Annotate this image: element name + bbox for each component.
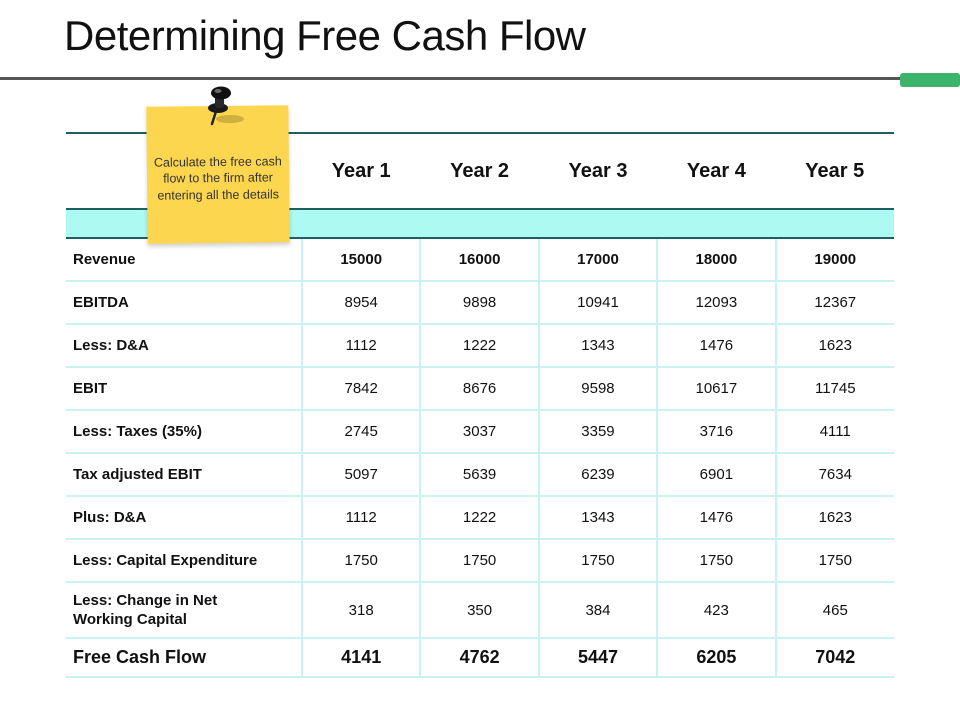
- value-cell: 6239: [538, 453, 659, 497]
- column-header-year-4: Year 4: [657, 132, 776, 210]
- value-cell: 19000: [775, 238, 894, 282]
- value-cell: 3716: [657, 410, 777, 454]
- row-label: Tax adjusted EBIT: [66, 453, 303, 497]
- row-label: Less: Taxes (35%): [66, 410, 303, 454]
- value-cell: 8676: [420, 367, 540, 411]
- value-cell: 1750: [420, 539, 540, 583]
- row-label: EBIT: [66, 367, 303, 411]
- column-header-year-1: Year 1: [302, 132, 421, 210]
- value-cell: 6901: [657, 453, 777, 497]
- table-row: Less: Change in Net Working Capital 318 350…: [66, 582, 894, 639]
- value-cell: 1222: [420, 496, 540, 540]
- value-cell: 1222: [420, 324, 540, 368]
- value-cell: 16000: [420, 238, 540, 282]
- value-cell: 1343: [538, 496, 659, 540]
- row-label: Revenue: [66, 238, 303, 282]
- table-row: Plus: D&A 1112 1222 1343 1476 1623: [66, 496, 894, 540]
- value-cell: 423: [657, 582, 777, 639]
- value-cell: 1112: [302, 324, 422, 368]
- value-cell: 5639: [420, 453, 540, 497]
- value-cell: 1750: [302, 539, 422, 583]
- value-cell: 7842: [302, 367, 422, 411]
- table-body: Revenue 15000 16000 17000 18000 19000 EBITDA 89…: [66, 238, 894, 678]
- table-row: Tax adjusted EBIT 5097 5639 6239 6901 7634: [66, 453, 894, 497]
- value-cell: 1750: [538, 539, 659, 583]
- value-cell: 5097: [302, 453, 422, 497]
- accent-tab: [900, 73, 960, 87]
- table-row: Less: D&A 1112 1222 1343 1476 1623: [66, 324, 894, 368]
- value-cell: 4141: [302, 638, 422, 678]
- row-label: EBITDA: [66, 281, 303, 325]
- value-cell: 17000: [538, 238, 659, 282]
- value-cell: 4762: [420, 638, 540, 678]
- value-cell: 1343: [538, 324, 659, 368]
- value-cell: 11745: [775, 367, 894, 411]
- value-cell: 1476: [657, 496, 777, 540]
- column-header-year-3: Year 3: [538, 132, 658, 210]
- sticky-note-text: Calculate the free cash flow to the firm…: [153, 154, 282, 203]
- value-cell: 1750: [657, 539, 777, 583]
- value-cell: 18000: [657, 238, 777, 282]
- value-cell: 12093: [657, 281, 777, 325]
- table-row: EBITDA 8954 9898 10941 12093 12367: [66, 281, 894, 325]
- value-cell: 1623: [775, 324, 894, 368]
- cash-flow-table: Year 1 Year 2 Year 3 Year 4 Year 5 Reven…: [66, 132, 894, 678]
- value-cell: 5447: [538, 638, 659, 678]
- value-cell: 7042: [775, 638, 894, 678]
- value-cell: 350: [420, 582, 540, 639]
- table-row: Free Cash Flow 4141 4762 5447 6205 7042: [66, 638, 894, 678]
- title-divider: [0, 77, 905, 80]
- value-cell: 9598: [538, 367, 659, 411]
- slide-title: Determining Free Cash Flow: [64, 12, 586, 59]
- value-cell: 1623: [775, 496, 894, 540]
- row-label: Plus: D&A: [66, 496, 303, 540]
- value-cell: 12367: [775, 281, 894, 325]
- cash-flow-table-container: Year 1 Year 2 Year 3 Year 4 Year 5 Reven…: [66, 132, 894, 678]
- row-label: Less: Change in Net Working Capital: [66, 582, 303, 639]
- value-cell: 9898: [420, 281, 540, 325]
- value-cell: 6205: [657, 638, 777, 678]
- value-cell: 2745: [302, 410, 422, 454]
- value-cell: 1750: [775, 539, 894, 583]
- table-row: Revenue 15000 16000 17000 18000 19000: [66, 238, 894, 282]
- column-header-year-5: Year 5: [775, 132, 894, 210]
- value-cell: 10617: [657, 367, 777, 411]
- table-row: Less: Taxes (35%) 2745 3037 3359 3716 4111: [66, 410, 894, 454]
- row-label: Free Cash Flow: [66, 638, 303, 678]
- table-header-row: Year 1 Year 2 Year 3 Year 4 Year 5: [66, 132, 894, 210]
- value-cell: 15000: [302, 238, 422, 282]
- column-header-year-2: Year 2: [420, 132, 539, 210]
- value-cell: 8954: [302, 281, 422, 325]
- pushpin-icon: [208, 86, 244, 126]
- value-cell: 318: [302, 582, 422, 639]
- value-cell: 465: [775, 582, 894, 639]
- row-label: Less: Capital Expenditure: [66, 539, 303, 583]
- value-cell: 3359: [538, 410, 659, 454]
- table-row: Less: Capital Expenditure 1750 1750 1750 175…: [66, 539, 894, 583]
- value-cell: 3037: [420, 410, 540, 454]
- row-label: Less: D&A: [66, 324, 303, 368]
- value-cell: 384: [538, 582, 659, 639]
- value-cell: 7634: [775, 453, 894, 497]
- value-cell: 4111: [775, 410, 894, 454]
- value-cell: 1112: [302, 496, 422, 540]
- table-row: EBIT 7842 8676 9598 10617 11745: [66, 367, 894, 411]
- value-cell: 10941: [538, 281, 659, 325]
- value-cell: 1476: [657, 324, 777, 368]
